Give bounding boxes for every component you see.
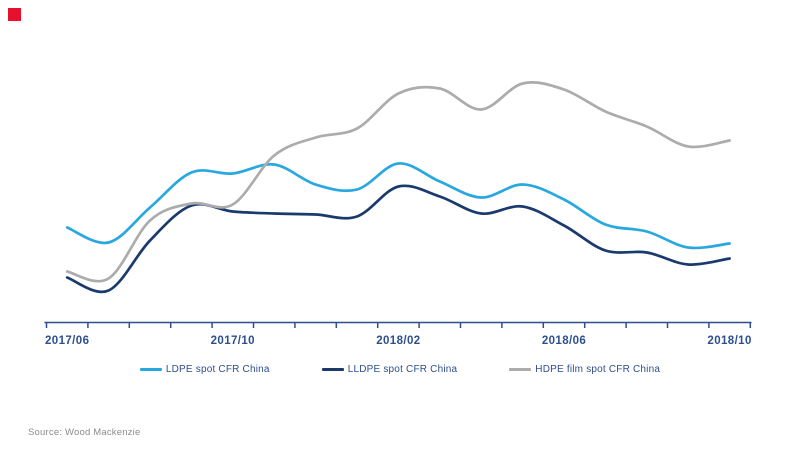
- x-axis-label: 2018/10: [707, 335, 751, 347]
- x-axis-label: 2018/06: [542, 335, 586, 347]
- x-axis-label: 2017/10: [211, 335, 255, 347]
- legend-item-ldpe: LDPE spot CFR China: [139, 364, 270, 375]
- series-line-1: [65, 184, 731, 294]
- legend-label-ldpe: LDPE spot CFR China: [165, 364, 270, 375]
- legend-item-lldpe: LLDPE spot CFR China: [321, 364, 458, 375]
- series-line-2: [65, 81, 731, 283]
- chart-legend: LDPE spot CFR China LLDPE spot CFR China…: [0, 364, 800, 375]
- series-line-0: [65, 162, 731, 250]
- x-axis-label: 2017/06: [45, 335, 89, 347]
- ldpe-line-swatch: [139, 368, 162, 371]
- legend-item-hdpe: HDPE film spot CFR China: [509, 364, 660, 375]
- source-attribution: Source: Wood Mackenzie: [28, 427, 141, 438]
- hdpe-line-swatch: [509, 368, 532, 371]
- legend-label-hdpe: HDPE film spot CFR China: [535, 364, 661, 375]
- x-axis-label: 2018/02: [376, 335, 420, 347]
- legend-label-lldpe: LLDPE spot CFR China: [347, 364, 458, 375]
- line-chart: 2017/06 2017/10 2018/02 2018/06 2018/10: [44, 81, 752, 347]
- brand-red-square-logo: [8, 8, 21, 21]
- lldpe-line-swatch: [321, 368, 344, 371]
